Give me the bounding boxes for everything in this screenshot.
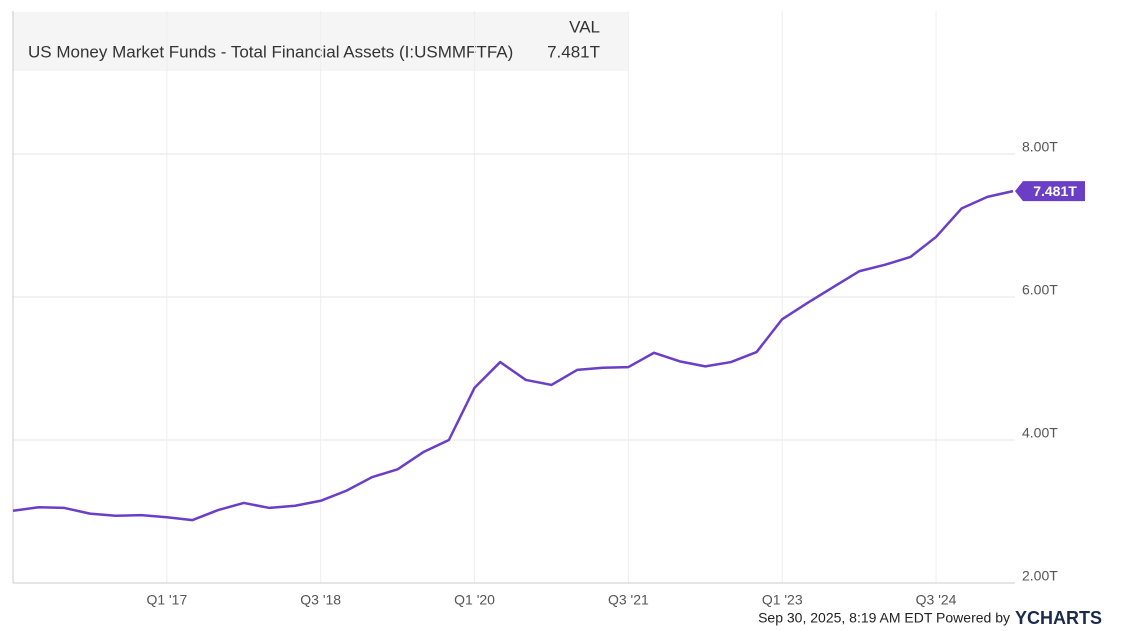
- y-tick-label: 8.00T: [1022, 139, 1058, 155]
- x-tick-label: Q3 '21: [608, 592, 649, 608]
- y-tick-label: 4.00T: [1022, 425, 1058, 441]
- x-tick-label: Q1 '17: [146, 592, 187, 608]
- y-tick-label: 6.00T: [1022, 282, 1058, 298]
- value-flag: [1015, 181, 1085, 202]
- x-tick-label: Q1 '23: [762, 592, 803, 608]
- brand-logo: YCHARTS: [1015, 608, 1102, 628]
- x-tick-label: Q1 '20: [454, 592, 495, 608]
- legend-value: 7.481T: [547, 42, 600, 61]
- series-line: [12, 189, 1014, 522]
- y-tick-label: 2.00T: [1022, 568, 1058, 584]
- legend-series-name: US Money Market Funds - Total Financial …: [28, 42, 513, 61]
- footer: Sep 30, 2025, 8:19 AM EDT Powered by: [758, 610, 1010, 626]
- x-tick-label: Q3 '18: [300, 592, 341, 608]
- x-tick-label: Q3 '24: [916, 592, 957, 608]
- value-flag-label: 7.481T: [1033, 183, 1077, 199]
- legend-header: VAL: [569, 17, 600, 36]
